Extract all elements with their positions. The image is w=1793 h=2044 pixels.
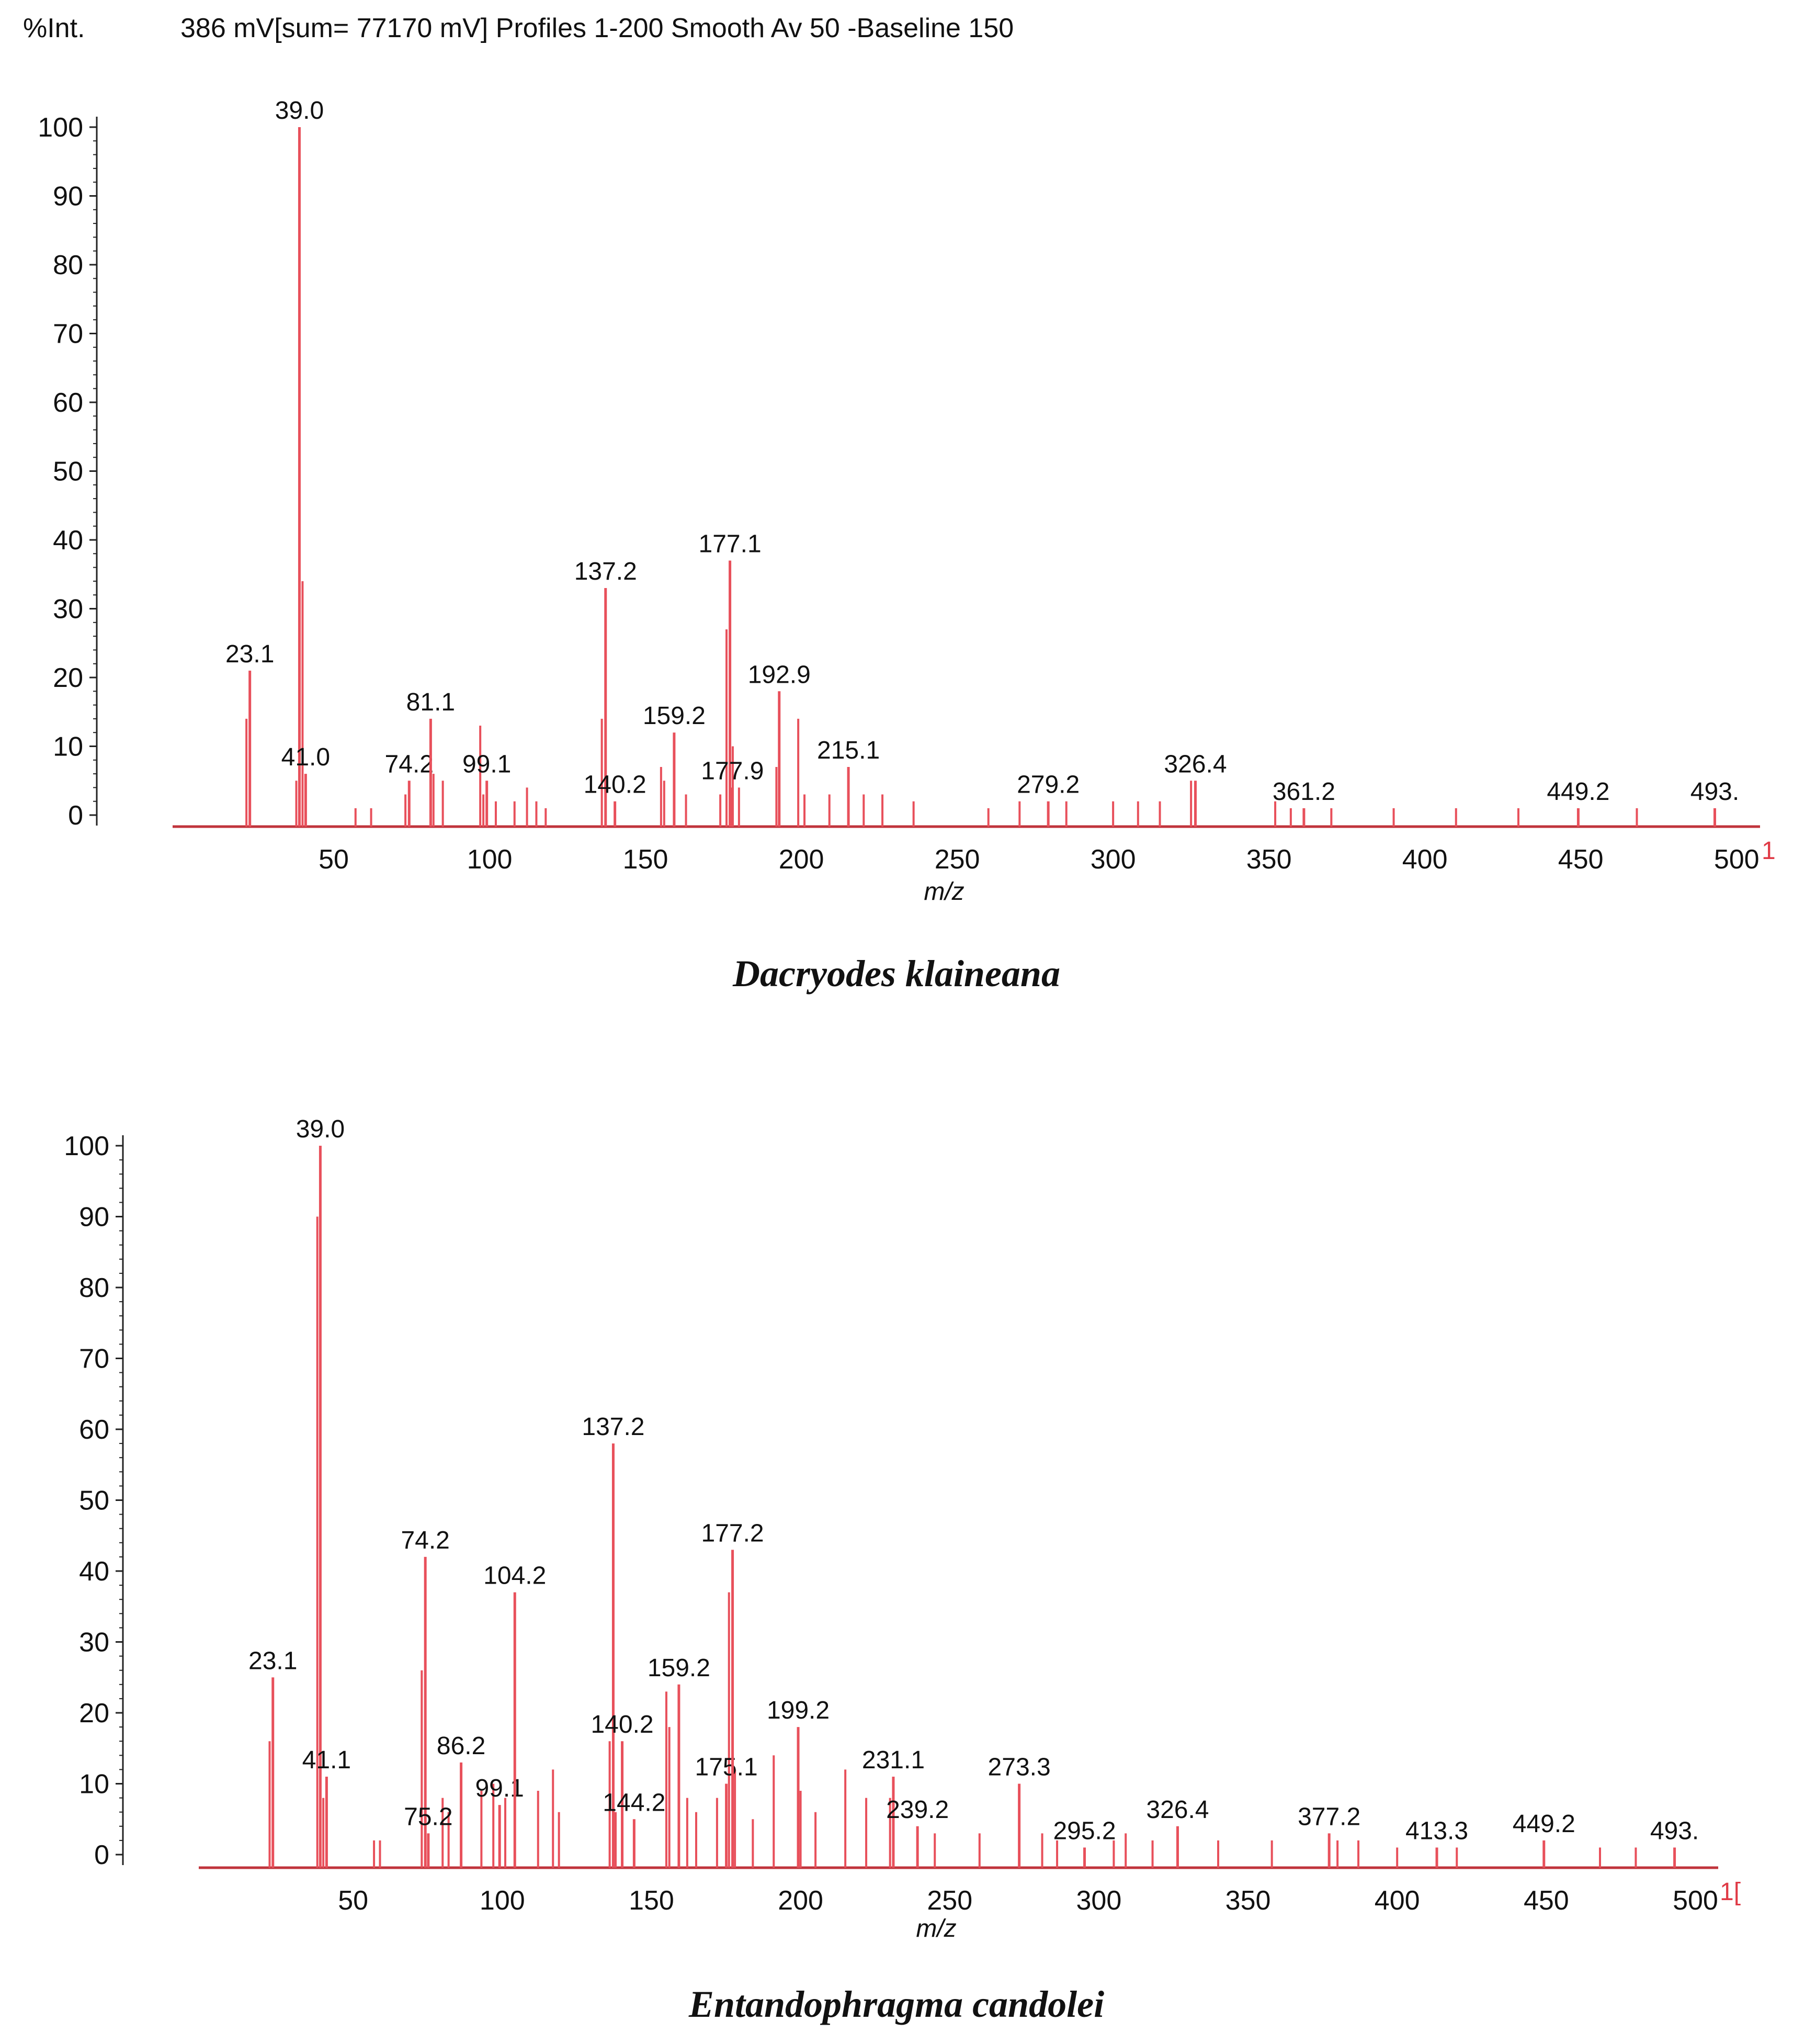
y-tick-label: 90 (79, 1202, 109, 1233)
x-tick-label: 100 (480, 1885, 525, 1916)
y-axis-title: %Int. (23, 13, 85, 43)
peak-label: 231.1 (862, 1746, 925, 1774)
peak-label: 137.2 (582, 1413, 644, 1441)
y-tick-label: 100 (38, 112, 83, 143)
peak-label: 493. (1690, 778, 1739, 806)
x-tick-label: 150 (629, 1885, 674, 1916)
y-tick-label: 40 (53, 525, 83, 556)
y-tick-label: 40 (79, 1556, 109, 1587)
x-tick-label: 50 (338, 1885, 368, 1916)
plot-area-bottom: 0 10 20 30 40 50 60 70 80 90 100 50 100 150 200 250 300 3… (64, 1115, 1741, 1943)
peak-label: 326.4 (1164, 750, 1227, 778)
peak-label: 140.2 (584, 771, 646, 799)
x-axis-overflow-text: 1 (1762, 837, 1776, 865)
y-tick-label: 30 (53, 594, 83, 625)
species-name-top: Dacryodes klaineana (733, 953, 1060, 995)
y-tick-label: 60 (53, 388, 83, 418)
x-tick-label: 150 (623, 844, 668, 875)
peak-label: 273.3 (988, 1754, 1051, 1781)
plot-area-top: 0 10 20 30 40 50 60 70 80 90 100 50 100 150 200 250 300 3… (38, 97, 1775, 906)
peak-label: 159.2 (648, 1654, 710, 1682)
acquisition-info: 386 mV[sum= 77170 mV] Profiles 1-200 Smo… (180, 13, 1014, 43)
peak-label: 295.2 (1053, 1817, 1116, 1845)
peak-label: 493. (1650, 1817, 1699, 1845)
x-tick-label: 350 (1225, 1885, 1271, 1916)
x-axis-overflow-text: 1[ (1720, 1878, 1741, 1906)
peak-label: 215.1 (817, 737, 880, 764)
peak-label: 413.3 (1405, 1817, 1468, 1845)
y-tick-label: 10 (79, 1769, 109, 1800)
x-tick-label: 450 (1558, 844, 1604, 875)
peak-label: 326.4 (1146, 1796, 1209, 1824)
spectrum-chart-top: 0 10 20 30 40 50 60 70 80 90 100 50 100 150 200 250 300 3… (38, 97, 1775, 906)
x-tick-label: 50 (319, 844, 349, 875)
peak-label: 177.1 (699, 530, 762, 558)
x-tick-label: 200 (778, 1885, 823, 1916)
y-tick-label: 0 (68, 800, 83, 831)
peak-label: 159.2 (643, 702, 706, 730)
x-tick-label: 100 (467, 844, 513, 875)
y-tick-label: 60 (79, 1415, 109, 1445)
peak-label: 99.1 (462, 750, 511, 778)
peak-label: 279.2 (1017, 771, 1080, 799)
x-tick-label: 250 (935, 844, 980, 875)
x-axis-title: m/z (924, 878, 964, 906)
peak-label: 239.2 (886, 1796, 949, 1824)
x-tick-label: 400 (1402, 844, 1448, 875)
peak-label: 23.1 (225, 640, 274, 668)
peak-label: 449.2 (1547, 778, 1609, 806)
peak-label: 177.9 (701, 757, 764, 785)
y-tick-label: 20 (79, 1698, 109, 1729)
peak-label: 39.0 (275, 97, 324, 125)
x-tick-label: 400 (1375, 1885, 1420, 1916)
peak-label: 81.1 (406, 688, 455, 716)
peak-label: 192.9 (748, 661, 811, 688)
peak-label: 39.0 (296, 1115, 345, 1143)
peak-label: 449.2 (1513, 1810, 1575, 1838)
x-tick-label: 250 (927, 1885, 972, 1916)
x-tick-label: 200 (779, 844, 824, 875)
peak-label: 144.2 (603, 1789, 665, 1816)
peak-label: 86.2 (437, 1732, 485, 1760)
peak-label: 74.2 (385, 750, 434, 778)
species-name-bottom: Entandophragma candolei (688, 1983, 1105, 2025)
y-tick-label: 50 (53, 457, 83, 487)
peak-label: 175.1 (695, 1754, 758, 1781)
peak-label: 41.1 (302, 1746, 351, 1774)
peak-label: 137.2 (574, 558, 637, 585)
peak-label: 99.1 (475, 1775, 524, 1802)
spectrum-chart-bottom: 0 10 20 30 40 50 60 70 80 90 100 50 100 150 200 250 300 3… (64, 1115, 1741, 1943)
peak-label: 140.2 (591, 1711, 653, 1738)
x-tick-label: 500 (1673, 1885, 1718, 1916)
peak-label: 75.2 (404, 1803, 452, 1831)
y-tick-label: 50 (79, 1486, 109, 1516)
peak-label: 177.2 (701, 1519, 764, 1547)
y-tick-label: 80 (53, 250, 83, 280)
x-tick-label: 300 (1076, 1885, 1122, 1916)
x-tick-label: 450 (1524, 1885, 1569, 1916)
peak-label: 104.2 (483, 1562, 546, 1590)
y-tick-label: 30 (79, 1628, 109, 1658)
y-tick-label: 70 (79, 1344, 109, 1374)
peak-label: 199.2 (767, 1697, 830, 1724)
peak-label: 23.1 (248, 1647, 297, 1675)
y-tick-label: 20 (53, 663, 83, 693)
x-tick-label: 350 (1246, 844, 1292, 875)
y-tick-label: 90 (53, 182, 83, 212)
peak-label: 41.0 (281, 743, 330, 771)
peak-label: 361.2 (1273, 778, 1335, 806)
x-axis-title: m/z (916, 1915, 956, 1943)
peak-label: 377.2 (1298, 1803, 1360, 1831)
y-tick-label: 80 (79, 1273, 109, 1303)
y-tick-label: 10 (53, 732, 83, 762)
x-tick-label: 500 (1714, 844, 1760, 875)
x-tick-label: 300 (1091, 844, 1136, 875)
y-tick-label: 0 (94, 1840, 109, 1870)
y-tick-label: 100 (64, 1131, 109, 1161)
y-tick-label: 70 (53, 319, 83, 349)
peak-label: 74.2 (401, 1527, 449, 1554)
